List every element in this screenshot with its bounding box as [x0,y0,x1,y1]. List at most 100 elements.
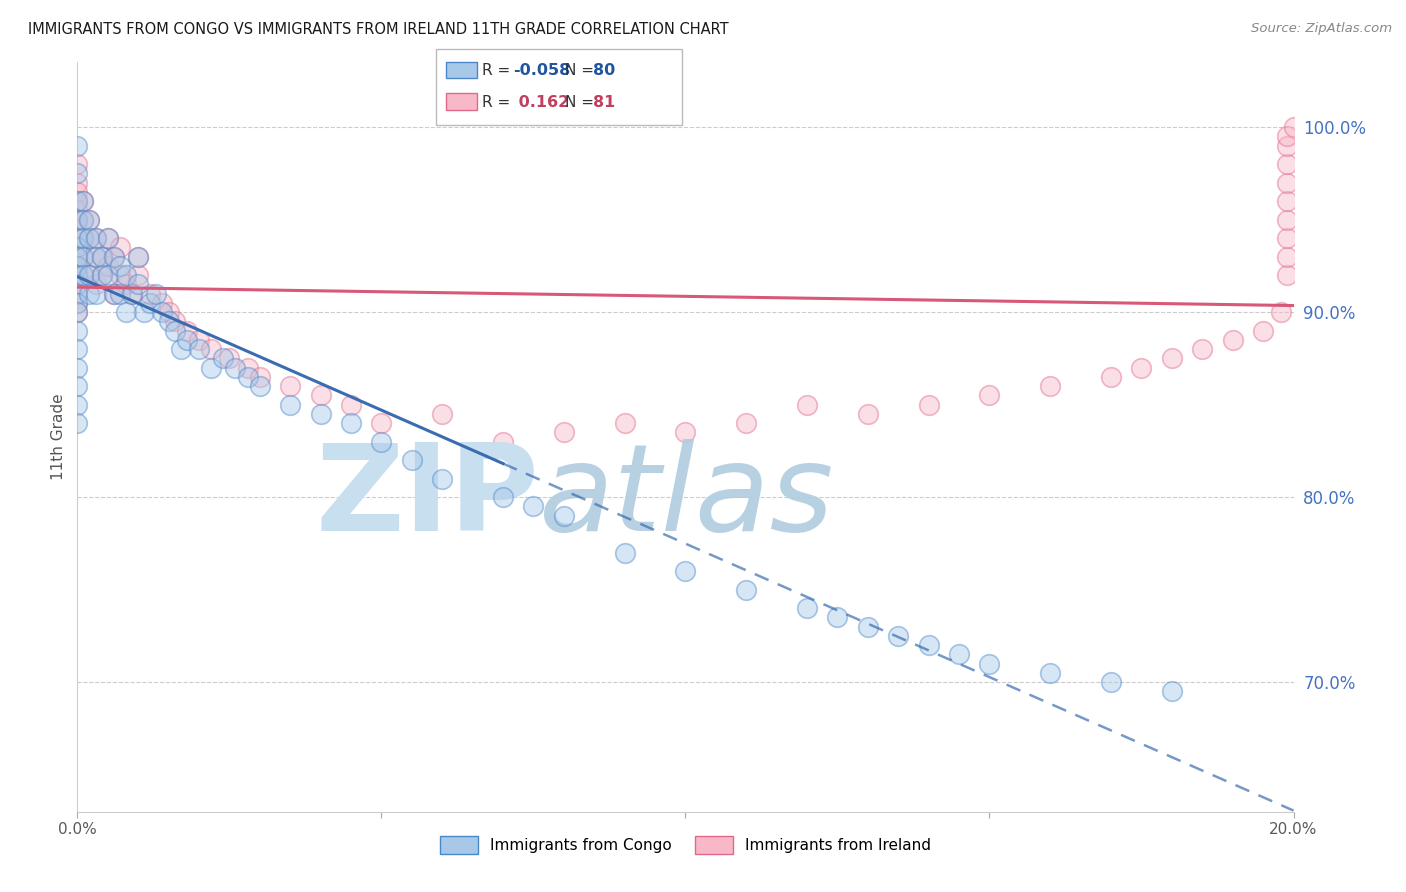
Point [90,268,112,283]
Point [115,277,138,292]
Point [115,268,138,283]
Point [66,194,89,209]
Text: N =: N = [565,95,599,110]
Point [278,379,301,393]
Point [309,407,332,421]
Point [236,370,259,384]
Point [918,638,941,652]
Point [108,268,131,283]
Point [309,388,332,402]
Point [90,268,112,283]
Legend: Immigrants from Congo, Immigrants from Ireland: Immigrants from Congo, Immigrants from I… [433,830,938,860]
Point [66,231,89,245]
Point [1251,324,1274,338]
Y-axis label: 11th Grade: 11th Grade [51,393,66,481]
Point [66,277,89,292]
Point [1161,684,1184,698]
Point [97,231,120,245]
Point [66,277,89,292]
Point [1282,120,1305,135]
Point [1277,157,1299,171]
Point [340,416,363,430]
Point [84,231,107,245]
Point [1099,675,1122,690]
Point [66,157,89,171]
Point [218,351,240,366]
Point [249,379,271,393]
Point [401,453,423,467]
Point [72,231,94,245]
Point [152,305,174,319]
Point [108,240,131,254]
Text: atlas: atlas [540,439,835,556]
Point [90,250,112,264]
Point [66,324,89,338]
Point [72,231,94,245]
Text: N =: N = [565,63,599,78]
Point [66,240,89,254]
Point [66,360,89,375]
Point [97,259,120,273]
Point [72,194,94,209]
Point [1277,212,1299,227]
Point [66,268,89,283]
Point [66,194,89,209]
Point [66,240,89,254]
Point [66,250,89,264]
Point [522,500,544,514]
Point [127,277,149,292]
Point [170,342,193,356]
Point [249,370,271,384]
Point [370,416,392,430]
Point [79,268,101,283]
Point [887,629,910,643]
Point [84,250,107,264]
Point [979,657,1001,671]
Point [145,286,167,301]
Point [72,194,94,209]
Point [66,222,89,236]
Point [66,268,89,283]
Point [675,564,697,578]
Point [948,648,970,662]
Point [121,286,143,301]
Point [66,259,89,273]
Point [1099,370,1122,384]
Point [157,305,180,319]
Text: Source: ZipAtlas.com: Source: ZipAtlas.com [1251,22,1392,36]
Point [176,324,198,338]
Point [72,268,94,283]
Point [1277,194,1299,209]
Point [108,259,131,273]
Point [796,601,818,615]
Point [66,185,89,199]
Point [613,416,636,430]
Point [84,286,107,301]
Point [188,333,211,347]
Point [1277,268,1299,283]
Point [103,286,125,301]
Text: R =: R = [482,95,516,110]
Point [90,250,112,264]
Point [108,286,131,301]
Point [66,379,89,393]
Point [553,508,575,523]
Point [918,398,941,412]
Text: 80: 80 [593,63,616,78]
Point [139,296,162,310]
Point [66,286,89,301]
Text: IMMIGRANTS FROM CONGO VS IMMIGRANTS FROM IRELAND 11TH GRADE CORRELATION CHART: IMMIGRANTS FROM CONGO VS IMMIGRANTS FROM… [28,22,728,37]
Point [66,286,89,301]
Point [79,231,101,245]
Point [157,314,180,328]
Point [103,250,125,264]
Point [1130,360,1153,375]
Point [79,231,101,245]
Point [103,286,125,301]
Point [66,231,89,245]
Point [127,250,149,264]
Point [66,166,89,180]
Point [84,250,107,264]
Point [1277,231,1299,245]
Point [79,268,101,283]
